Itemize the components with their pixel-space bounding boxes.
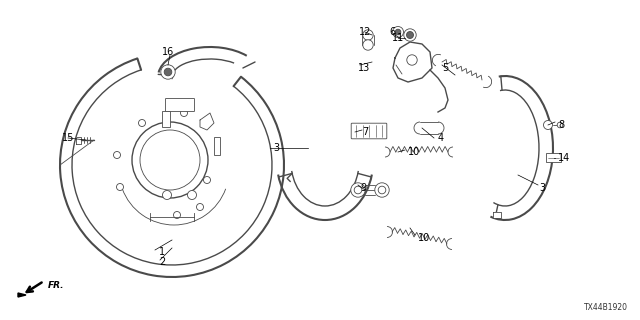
Circle shape: [396, 29, 401, 35]
Circle shape: [163, 190, 172, 199]
Text: 6: 6: [389, 27, 395, 37]
Circle shape: [378, 186, 386, 194]
Circle shape: [173, 212, 180, 219]
Circle shape: [404, 29, 416, 41]
Circle shape: [375, 183, 389, 197]
Circle shape: [351, 183, 365, 197]
Text: 11: 11: [392, 33, 404, 43]
Text: 12: 12: [359, 27, 371, 37]
FancyBboxPatch shape: [166, 99, 195, 111]
Polygon shape: [200, 113, 214, 130]
Circle shape: [543, 121, 552, 130]
Text: 2: 2: [159, 257, 165, 267]
Text: 13: 13: [358, 63, 371, 73]
Polygon shape: [18, 293, 26, 297]
Text: 15: 15: [62, 133, 74, 143]
Text: 3: 3: [273, 143, 279, 153]
Circle shape: [113, 151, 120, 158]
Circle shape: [406, 31, 413, 38]
Circle shape: [354, 186, 362, 194]
Text: 10: 10: [408, 147, 420, 157]
Circle shape: [140, 130, 200, 190]
Circle shape: [138, 119, 145, 126]
Circle shape: [164, 68, 172, 76]
Text: 7: 7: [362, 127, 368, 137]
Text: TX44B1920: TX44B1920: [584, 303, 628, 312]
Bar: [162, 111, 170, 127]
Circle shape: [132, 122, 208, 198]
Circle shape: [363, 40, 373, 50]
Polygon shape: [66, 64, 278, 271]
Circle shape: [392, 27, 403, 37]
Text: 8: 8: [558, 120, 564, 130]
Bar: [546, 153, 561, 162]
Circle shape: [161, 65, 175, 79]
Circle shape: [196, 204, 204, 211]
Text: FR.: FR.: [48, 281, 65, 290]
Circle shape: [180, 109, 188, 116]
Text: 14: 14: [558, 153, 570, 163]
Polygon shape: [76, 137, 81, 143]
Bar: [214, 137, 220, 155]
Circle shape: [204, 177, 211, 183]
FancyBboxPatch shape: [351, 123, 387, 139]
Text: 1: 1: [159, 247, 165, 257]
Circle shape: [188, 190, 196, 199]
Text: 16: 16: [162, 47, 174, 57]
Circle shape: [363, 30, 373, 40]
Text: 9: 9: [360, 183, 366, 193]
Text: 5: 5: [442, 63, 448, 73]
Text: 4: 4: [438, 133, 444, 143]
Polygon shape: [493, 212, 500, 218]
Text: 3: 3: [539, 183, 545, 193]
Circle shape: [407, 55, 417, 65]
Circle shape: [557, 122, 563, 128]
Text: 10: 10: [418, 233, 430, 243]
Polygon shape: [393, 42, 432, 82]
Circle shape: [116, 183, 124, 190]
